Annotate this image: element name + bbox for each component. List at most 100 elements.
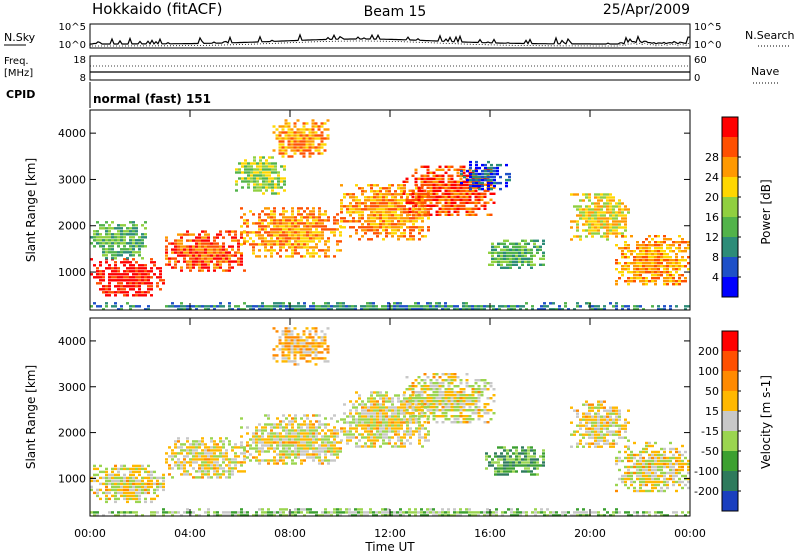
heat-cell (361, 193, 364, 196)
heat-cell (93, 476, 96, 480)
heat-cell (379, 421, 382, 424)
heat-cell (394, 418, 397, 421)
heat-cell (618, 226, 621, 229)
heat-cell (618, 433, 621, 436)
heat-cell (391, 436, 394, 439)
heat-cell (447, 382, 451, 385)
heat-cell (189, 458, 192, 461)
heat-cell (521, 251, 524, 254)
heat-cell (321, 249, 324, 252)
heat-cell (261, 228, 264, 231)
heat-cell (621, 480, 624, 484)
heat-cell (585, 400, 588, 403)
heat-cell (421, 226, 424, 229)
heat-cell (297, 246, 300, 249)
heat-cell (312, 225, 315, 228)
heat-cell (633, 277, 636, 280)
heat-cell (349, 436, 352, 439)
heat-cell (306, 450, 309, 453)
heat-cell (666, 253, 669, 256)
heat-cell (120, 261, 123, 264)
heat-cell (606, 229, 609, 232)
heat-cell (255, 305, 258, 308)
heat-cell (277, 174, 280, 177)
heat-cell (240, 441, 243, 444)
heat-cell (465, 400, 469, 403)
heat-cell (303, 441, 306, 444)
heat-cell (533, 245, 536, 248)
heat-cell (633, 280, 636, 283)
heat-cell (189, 449, 192, 452)
heat-cell (618, 456, 621, 460)
heat-cell (132, 254, 135, 257)
heat-cell (228, 260, 231, 263)
heat-cell (318, 213, 321, 216)
heat-cell (654, 268, 657, 271)
heat-cell (279, 450, 282, 453)
heat-cell (669, 259, 672, 262)
heat-cell (99, 261, 102, 264)
heat-cell (376, 211, 379, 214)
heat-cell (102, 491, 105, 495)
heat-cell (484, 172, 487, 176)
heat-cell (314, 351, 318, 354)
heat-cell (492, 308, 495, 311)
heat-cell (237, 446, 240, 449)
heat-cell (285, 444, 288, 447)
heat-cell (250, 168, 253, 171)
heat-cell (609, 409, 612, 412)
heat-cell (497, 473, 500, 476)
heat-cell (120, 279, 123, 282)
heat-cell (489, 397, 493, 400)
heat-cell (382, 202, 385, 205)
heat-cell (438, 198, 442, 201)
heat-cell (135, 273, 138, 276)
heat-cell (267, 462, 270, 465)
heat-cell (370, 199, 373, 202)
heat-cell (585, 235, 588, 238)
heat-cell (438, 409, 442, 412)
heat-cell (382, 208, 385, 211)
heat-cell (397, 238, 400, 241)
heat-cell (600, 427, 603, 430)
heat-cell (423, 201, 427, 204)
heat-cell (207, 458, 210, 461)
heat-cell (129, 267, 132, 270)
heat-cell (429, 180, 433, 183)
heat-cell (475, 175, 478, 179)
heat-cell (296, 342, 300, 345)
noise-panel: N.Sky 10^5 10^0 10^5 10^0 N.Search (4, 22, 795, 51)
heat-cell (246, 240, 249, 243)
heat-cell (639, 274, 642, 277)
heat-cell (397, 433, 400, 436)
heat-cell (615, 214, 618, 217)
heat-cell (363, 308, 366, 311)
heat-cell (373, 211, 376, 214)
heat-cell (441, 382, 445, 385)
heat-cell (420, 391, 424, 394)
heat-cell (570, 433, 573, 436)
heat-cell (515, 254, 518, 257)
heat-cell (144, 291, 147, 294)
heat-cell (459, 397, 463, 400)
heat-cell (408, 388, 412, 391)
heat-cell (600, 445, 603, 448)
heat-cell (174, 245, 177, 248)
heat-cell (403, 442, 406, 445)
heat-cell (153, 488, 156, 492)
heat-cell (477, 391, 481, 394)
heat-cell (126, 276, 129, 279)
heat-cell (108, 224, 111, 227)
heat-cell (105, 221, 108, 224)
heat-cell (379, 199, 382, 202)
heat-cell (406, 418, 409, 421)
heat-cell (333, 222, 336, 225)
heat-cell (264, 219, 267, 222)
heat-cell (624, 424, 627, 427)
heat-cell (370, 184, 373, 187)
heat-cell (373, 421, 376, 424)
heat-cell (108, 285, 111, 288)
heat-cell (308, 143, 312, 146)
heat-cell (609, 214, 612, 217)
heat-cell (530, 449, 533, 452)
